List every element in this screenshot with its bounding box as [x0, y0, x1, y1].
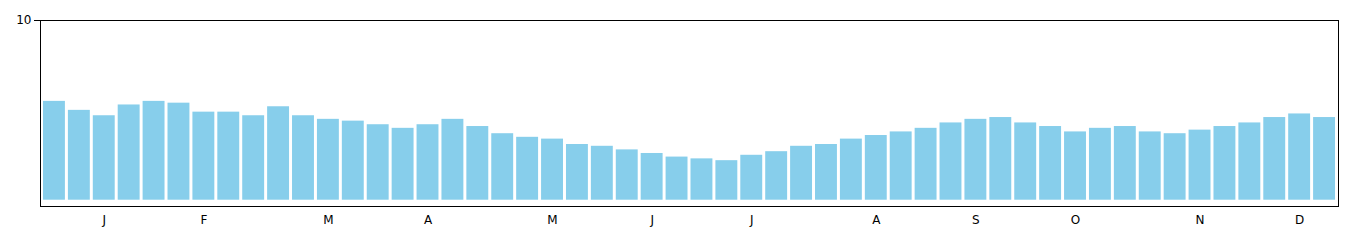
svg-text:A: A	[872, 213, 881, 227]
svg-text:N: N	[1196, 213, 1205, 227]
svg-text:J: J	[101, 213, 106, 227]
svg-text:J: J	[749, 213, 754, 227]
svg-text:M: M	[323, 213, 333, 227]
svg-text:J: J	[649, 213, 654, 227]
svg-text:F: F	[200, 213, 207, 227]
svg-text:S: S	[972, 213, 980, 227]
svg-text:M: M	[547, 213, 557, 227]
svg-text:10: 10	[16, 13, 31, 27]
svg-text:D: D	[1295, 213, 1304, 227]
svg-text:O: O	[1071, 213, 1080, 227]
svg-text:A: A	[424, 213, 433, 227]
